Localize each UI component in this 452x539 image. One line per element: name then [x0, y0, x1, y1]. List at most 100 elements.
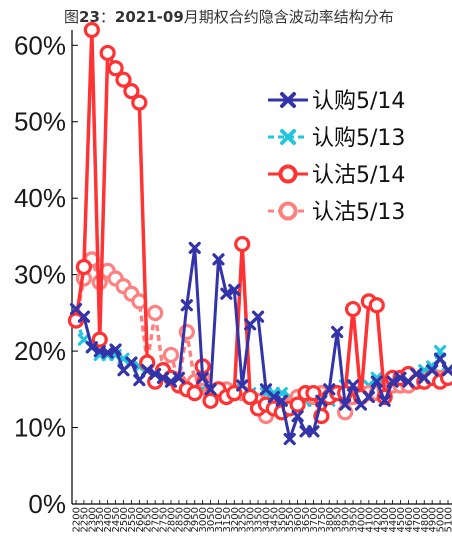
data-point — [441, 364, 452, 377]
legend-label: 认购5/13 — [312, 126, 405, 151]
legend-label: 认沽5/14 — [312, 163, 405, 188]
y-tick-label: 10% — [14, 413, 66, 443]
data-point — [242, 388, 259, 406]
data-point — [164, 375, 178, 388]
x-tick-label: 2400 — [103, 507, 114, 532]
x-tick-label: 3600 — [293, 507, 304, 532]
x-tick-label: 3850 — [333, 507, 344, 532]
data-point — [378, 394, 391, 407]
data-point — [162, 346, 180, 364]
legend-marker — [280, 92, 296, 108]
data-point — [220, 287, 233, 300]
data-point — [212, 253, 225, 266]
data-point — [362, 390, 375, 404]
x-tick-label: 2900 — [182, 507, 193, 532]
x-tick-label: 2600 — [135, 507, 146, 532]
x-tick-label: 2200 — [72, 507, 83, 532]
x-axis-ticks: 2200225023002350240024502500255026002650… — [72, 500, 452, 532]
y-tick-label: 60% — [14, 30, 66, 60]
x-tick-label: 4100 — [364, 507, 375, 532]
x-tick-label: 2750 — [159, 507, 170, 532]
legend-label: 认购5/14 — [312, 89, 405, 114]
data-point — [410, 367, 423, 381]
y-tick-label: 20% — [14, 336, 66, 366]
chart-axes — [71, 30, 452, 505]
data-point — [147, 304, 164, 321]
data-point — [331, 325, 344, 339]
data-point — [149, 367, 162, 381]
data-point — [394, 371, 407, 384]
x-tick-label: 3350 — [254, 507, 265, 532]
data-point — [75, 258, 93, 276]
x-tick-label: 2500 — [119, 507, 130, 532]
x-tick-label: 3950 — [349, 507, 360, 532]
x-tick-label: 3250 — [238, 507, 249, 532]
x-tick-label: 4000 — [356, 507, 367, 532]
data-point — [228, 283, 241, 297]
x-tick-label: 3100 — [214, 507, 225, 532]
data-point — [307, 425, 320, 438]
x-tick-label: 4600 — [404, 507, 415, 532]
x-tick-label: 2800 — [166, 507, 177, 532]
x-tick-label: 4500 — [396, 507, 407, 532]
x-tick-label: 3800 — [325, 507, 336, 532]
x-tick-label: 2650 — [143, 507, 154, 532]
data-point — [109, 343, 122, 356]
data-point — [115, 71, 132, 88]
x-tick-label: 3400 — [261, 507, 272, 532]
data-point — [85, 341, 98, 354]
data-point — [346, 379, 360, 392]
series-认购5/14 — [69, 241, 452, 446]
plot-area — [67, 21, 452, 446]
x-tick-label: 4900 — [428, 507, 439, 532]
x-tick-label: 2300 — [87, 507, 98, 532]
x-tick-label: 4400 — [388, 507, 399, 532]
data-point — [83, 21, 100, 39]
data-point — [339, 398, 352, 411]
data-point — [99, 44, 116, 62]
data-point — [289, 396, 306, 413]
x-tick-label: 4200 — [372, 507, 383, 532]
legend-label: 认沽5/13 — [312, 200, 405, 225]
x-tick-label: 2700 — [151, 507, 162, 532]
data-point — [426, 364, 439, 377]
y-axis-ticks: 0% 10% 20% 30% 40% 50% 60% — [14, 30, 78, 519]
data-point — [315, 394, 328, 407]
data-point — [123, 83, 140, 100]
x-tick-label: 5000 — [436, 507, 447, 532]
x-tick-label: 3450 — [269, 507, 280, 532]
legend: 认购5/14 认购5/13 认沽5/14 认沽5/13 — [268, 89, 405, 225]
data-point — [433, 352, 447, 365]
data-point — [386, 375, 399, 388]
data-point — [368, 297, 385, 314]
x-tick-label: 2450 — [111, 507, 122, 532]
x-tick-label: 2850 — [174, 507, 185, 532]
data-point — [180, 299, 193, 312]
x-tick-label: 5100 — [444, 507, 452, 532]
data-point — [186, 385, 203, 402]
data-point — [204, 383, 217, 396]
data-point — [234, 235, 251, 253]
x-tick-label: 3050 — [206, 507, 217, 532]
data-point — [236, 379, 249, 392]
y-tick-label: 0% — [28, 489, 66, 519]
data-point — [125, 356, 138, 369]
data-point — [196, 371, 209, 384]
x-tick-label: 2950 — [190, 507, 201, 532]
data-point — [156, 371, 170, 384]
x-tick-label: 4700 — [412, 507, 423, 532]
x-tick-label: 3900 — [341, 507, 352, 532]
data-point — [251, 310, 265, 323]
y-tick-label: 50% — [14, 107, 66, 137]
x-tick-label: 4300 — [380, 507, 391, 532]
data-point — [370, 375, 383, 388]
data-point — [141, 364, 154, 377]
x-tick-label: 3150 — [222, 507, 233, 532]
data-point — [172, 371, 185, 384]
y-tick-label: 40% — [14, 183, 66, 213]
data-point — [107, 60, 124, 77]
legend-marker — [278, 201, 298, 221]
data-point — [202, 392, 219, 409]
data-point — [275, 394, 288, 407]
